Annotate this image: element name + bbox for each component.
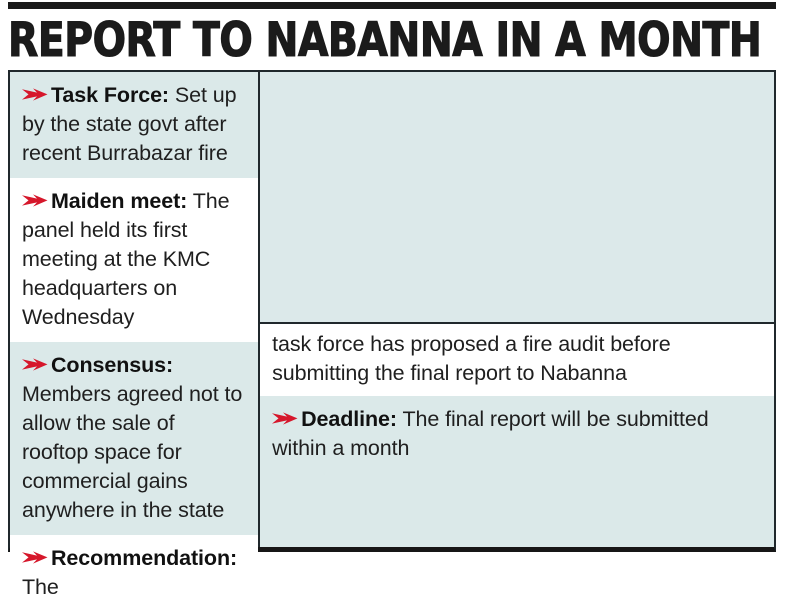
red-arrow-bullet-icon	[22, 194, 48, 207]
right-column: task force has proposed a fire audit bef…	[260, 72, 774, 547]
red-arrow-bullet-icon	[22, 88, 48, 101]
fact-lead-label: Deadline:	[301, 407, 397, 431]
fact-block-recommendation: Recommendation: The	[10, 535, 259, 612]
fact-body-text: The	[22, 575, 59, 599]
fact-body-text: Members agreed not to allow the sale of …	[22, 382, 243, 522]
infographic-card: REPORT TO NABANNA IN A MONTH Task Force:…	[7, 2, 778, 612]
red-arrow-bullet-icon	[22, 551, 48, 564]
fact-block-recommendation-continued: task force has proposed a fire audit bef…	[260, 324, 774, 396]
fact-body-text: The final report will be submitted withi…	[272, 407, 709, 460]
left-column: Task Force: Set up by the state govt aft…	[10, 72, 261, 612]
fact-block-consensus: Consensus: Members agreed not to allow t…	[10, 342, 259, 535]
page-title: REPORT TO NABANNA IN A MONTH	[7, 12, 762, 68]
top-rule-divider	[8, 2, 776, 9]
photo-placeholder	[260, 72, 774, 324]
fact-block-deadline: Deadline: The final report will be submi…	[260, 396, 774, 547]
headline-banner: REPORT TO NABANNA IN A MONTH	[7, 12, 778, 68]
fact-lead-label: Consensus:	[51, 353, 174, 377]
red-arrow-bullet-icon	[22, 358, 48, 371]
fact-block-task-force: Task Force: Set up by the state govt aft…	[10, 72, 259, 178]
red-arrow-bullet-icon	[272, 412, 298, 425]
fact-body-text: The panel held its first meeting at the …	[22, 189, 230, 329]
fact-body-text: Set up by the state govt after recent Bu…	[22, 83, 237, 165]
fact-block-maiden-meet: Maiden meet: The panel held its first me…	[10, 178, 259, 342]
fact-lead-label: Maiden meet:	[51, 189, 188, 213]
fact-lead-label: Recommendation:	[51, 546, 238, 570]
content-frame: Task Force: Set up by the state govt aft…	[8, 70, 776, 612]
fact-lead-label: Task Force:	[51, 83, 169, 107]
